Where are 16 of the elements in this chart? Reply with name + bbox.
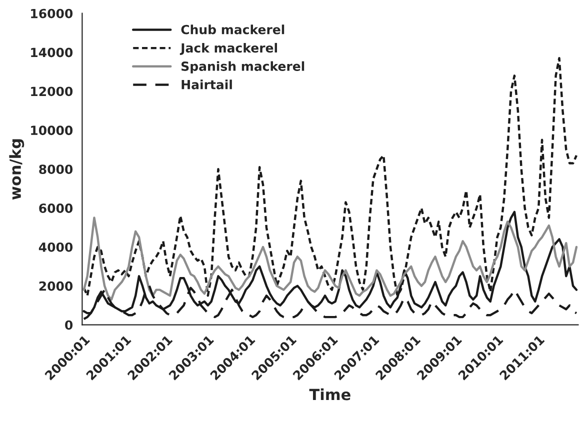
y-tick-label: 10000 [31, 126, 73, 136]
line-series [82, 216, 578, 301]
y-tick-label: 6000 [39, 204, 73, 213]
y-tick-label: 4000 [38, 242, 73, 252]
legend-label: Hairtail [182, 80, 232, 90]
legend-label: Spanish mackerel [182, 61, 304, 74]
y-tick-label: 14000 [31, 48, 73, 58]
x-axis-title: Time [309, 388, 350, 400]
y-tick-label: 16000 [31, 8, 73, 18]
y-tick-label: 2000 [39, 281, 73, 291]
y-axis-title: won/kg [9, 139, 24, 200]
y-tick-label: 0 [65, 320, 73, 330]
legend-label: Jack mackerel [180, 42, 277, 55]
y-tick-label: 12000 [31, 86, 73, 96]
y-tick-label: 8000 [39, 164, 73, 174]
legend-label: Chub mackerel [181, 24, 284, 34]
